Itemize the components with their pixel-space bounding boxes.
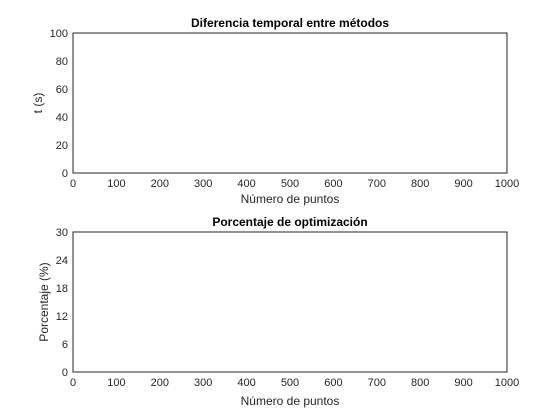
y-tick-label-time: 40 [56, 112, 68, 124]
y-tick-label-percentage: 12 [56, 311, 68, 323]
y-tick-label-percentage: 30 [56, 227, 68, 239]
x-tick-label-time: 100 [107, 178, 125, 190]
plot-border-percentage [72, 231, 508, 373]
x-tick-label-time: 800 [411, 178, 429, 190]
x-tick-label-time: 500 [281, 178, 299, 190]
chart-title-time: Diferencia temporal entre métodos [191, 16, 389, 30]
chart-time-difference: 0 100 200 300 400 500 600 700 800 900 1000 0 20 40 60 8… [31, 16, 519, 206]
y-tick-label-time: 60 [56, 84, 68, 96]
x-axis-label-percentage: Número de puntos [241, 394, 340, 408]
y-axis-label-percentage: Porcentaje (%) [37, 262, 51, 341]
y-tick-label-percentage: 0 [62, 367, 68, 379]
y-tick-label-time: 0 [62, 168, 68, 180]
x-tick-label-time: 900 [454, 178, 472, 190]
x-tick-label-time: 1000 [495, 178, 519, 190]
y-axis-label-time: t (s) [31, 93, 45, 114]
x-tick-label-time: 600 [324, 178, 342, 190]
x-tick-label-percentage: 900 [454, 377, 472, 389]
x-tick-label-time: 400 [237, 178, 255, 190]
chart-optimization-percentage: 0 100 200 300 400 500 600 700 800 900 1000 0 6 12 18 24… [37, 215, 519, 408]
x-tick-label-percentage: 500 [281, 377, 299, 389]
x-tick-label-percentage: 200 [151, 377, 169, 389]
x-tick-label-percentage: 600 [324, 377, 342, 389]
plot-border-time [72, 32, 508, 174]
x-tick-label-percentage: 300 [194, 377, 212, 389]
y-tick-label-time: 100 [50, 28, 68, 40]
y-tick-label-time: 20 [56, 140, 68, 152]
x-tick-label-time: 200 [151, 178, 169, 190]
x-tick-label-percentage: 800 [411, 377, 429, 389]
y-tick-label-percentage: 6 [62, 339, 68, 351]
x-axis-label-time: Número de puntos [241, 192, 340, 206]
chart-title-percentage: Porcentaje de optimización [212, 215, 367, 229]
x-tick-label-percentage: 400 [237, 377, 255, 389]
y-tick-label-percentage: 24 [56, 255, 68, 267]
y-tick-label-time: 80 [56, 56, 68, 68]
x-tick-label-percentage: 1000 [495, 377, 519, 389]
x-tick-label-percentage: 0 [70, 377, 76, 389]
x-tick-label-time: 0 [70, 178, 76, 190]
x-tick-label-time: 300 [194, 178, 212, 190]
x-tick-label-percentage: 100 [107, 377, 125, 389]
x-tick-label-time: 700 [368, 178, 386, 190]
x-tick-label-percentage: 700 [368, 377, 386, 389]
y-tick-label-percentage: 18 [56, 283, 68, 295]
